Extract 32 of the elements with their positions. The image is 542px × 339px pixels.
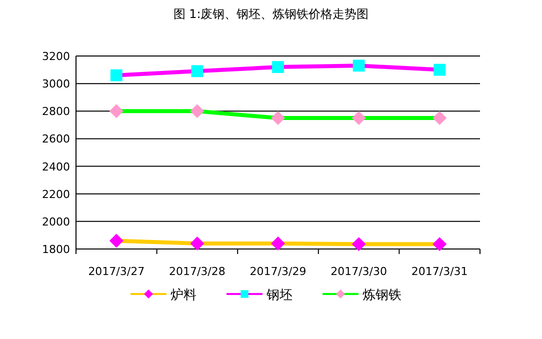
point bbox=[271, 111, 285, 126]
x-tick-label: 2017/3/31 bbox=[411, 265, 468, 278]
legend-label: 炉料 bbox=[170, 288, 196, 303]
point bbox=[432, 237, 447, 252]
point bbox=[109, 234, 124, 248]
y-tick-label: 3000 bbox=[42, 78, 70, 91]
point bbox=[272, 61, 284, 73]
point bbox=[352, 60, 365, 72]
y-tick-label: 2400 bbox=[42, 160, 70, 174]
x-tick-label: 2017/3/29 bbox=[250, 265, 306, 278]
point bbox=[352, 111, 366, 126]
point bbox=[109, 104, 124, 118]
chart-title: 图 1:废钢、钢坯、炼钢铁价格走势图 bbox=[173, 7, 369, 21]
y-tick-label: 2800 bbox=[42, 105, 70, 118]
x-tick-label: 2017/3/30 bbox=[330, 265, 388, 278]
point bbox=[432, 111, 447, 126]
y-tick-label: 2200 bbox=[42, 188, 70, 201]
x-tick-label: 2017/3/27 bbox=[88, 265, 145, 278]
x-tick-label: 2017/3/28 bbox=[168, 265, 226, 278]
point bbox=[352, 237, 366, 252]
point bbox=[190, 236, 204, 250]
point bbox=[191, 65, 204, 78]
y-tick-label: 2000 bbox=[42, 215, 70, 228]
point bbox=[110, 69, 122, 82]
point bbox=[190, 104, 204, 118]
legend-label: 钢坯 bbox=[266, 288, 292, 303]
point bbox=[271, 236, 285, 250]
legend-label: 炼钢铁 bbox=[362, 288, 402, 303]
y-tick-label: 2600 bbox=[42, 132, 70, 146]
y-tick-label: 1800 bbox=[42, 243, 70, 256]
y-tick-label: 3200 bbox=[42, 50, 70, 63]
point bbox=[434, 64, 446, 76]
